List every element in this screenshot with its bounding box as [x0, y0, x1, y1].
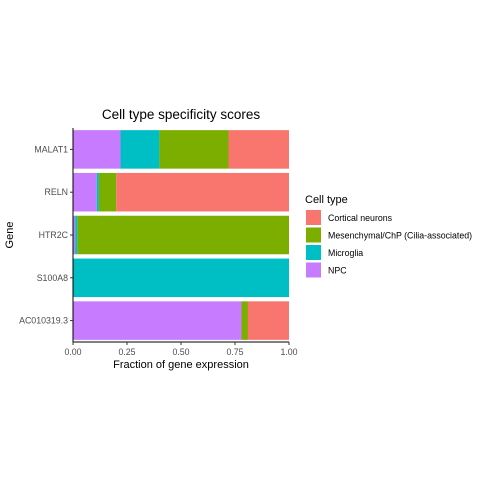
x-tick-label: 0.00: [64, 347, 81, 357]
y-axis-title: Gene: [4, 222, 16, 249]
y-tick-label: HTR2C: [39, 230, 69, 240]
bars-group: [73, 130, 289, 340]
bar-htr2c-npc: [73, 215, 76, 255]
x-tick-label: 0.75: [226, 347, 243, 357]
legend-title: Cell type: [305, 194, 348, 206]
bar-reln-cortical-neurons: [116, 172, 289, 212]
legend: Cell type Cortical neurons Mesenchymal/Ch…: [305, 194, 472, 278]
x-tick-label: 1.00: [280, 347, 297, 357]
legend-swatch-cortical-neurons: [306, 210, 321, 225]
bar-ac010319-3-cortical-neurons: [247, 301, 289, 340]
bar-htr2c-mesenchymal-chp-cilia-associated: [77, 215, 289, 255]
bar-reln-microglia: [96, 172, 99, 212]
bar-ac010319-3-mesenchymal-chp-cilia-associated: [241, 301, 248, 340]
bar-malat1-npc: [73, 130, 121, 169]
legend-swatch-microglia: [306, 245, 321, 260]
bar-malat1-microglia: [120, 130, 160, 169]
bar-reln-npc: [73, 172, 97, 212]
legend-label-cortical-neurons: Cortical neurons: [328, 213, 393, 223]
bar-reln-mesenchymal-chp-cilia-associated: [98, 172, 117, 212]
bar-malat1-mesenchymal-chp-cilia-associated: [159, 130, 229, 169]
bar-malat1-cortical-neurons: [228, 130, 289, 169]
legend-label-npc: NPC: [328, 266, 347, 276]
bar-s100a8-microglia: [73, 258, 289, 298]
y-tick-label: MALAT1: [34, 144, 68, 154]
y-tick-label: RELN: [45, 187, 68, 197]
y-tick-label: AC010319.3: [19, 316, 68, 326]
x-tick-label: 0.50: [172, 347, 189, 357]
legend-swatch-npc: [306, 262, 321, 278]
legend-items: Cortical neurons Mesenchymal/ChP (Cilia-a…: [306, 210, 472, 278]
y-tick-label: S100A8: [37, 273, 68, 283]
bar-ac010319-3-npc: [73, 301, 242, 340]
x-tick-label: 0.25: [118, 347, 135, 357]
legend-label-microglia: Microglia: [328, 248, 363, 258]
x-axis-title: Fraction of gene expression: [113, 359, 249, 371]
bar-htr2c-microglia: [75, 215, 78, 255]
legend-label-mesenchymal-chp-cilia-associated: Mesenchymal/ChP (Cilia-associated): [328, 231, 472, 241]
x-ticks-group: 0.00 0.25 0.50 0.75 1.00: [64, 342, 298, 357]
y-ticks-group: MALAT1 RELN HTR2C S100A8 AC010319.3: [19, 144, 73, 326]
chart-title: Cell type specificity scores: [102, 107, 261, 122]
legend-swatch-mesenchymal-chp-cilia-associated: [306, 227, 321, 243]
